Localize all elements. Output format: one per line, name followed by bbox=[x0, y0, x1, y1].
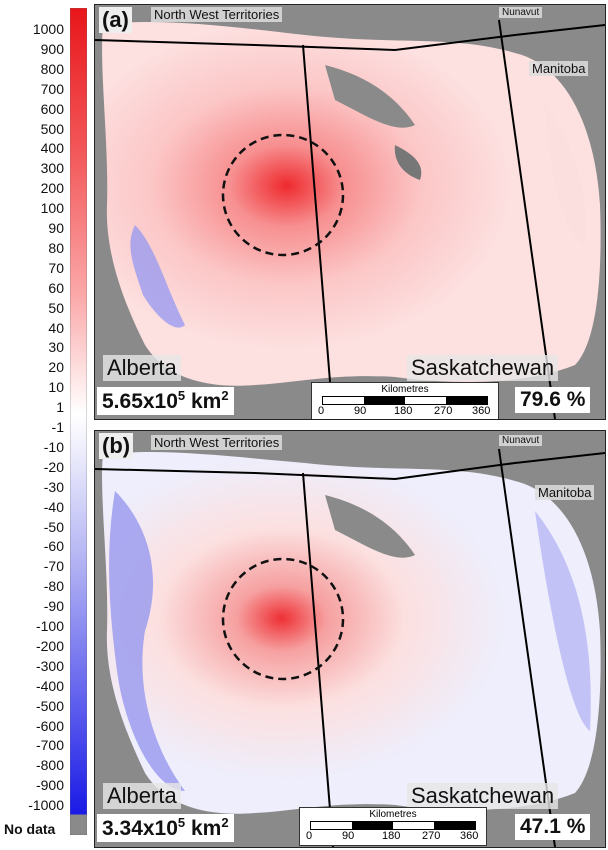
panel-b-letter: (b) bbox=[99, 433, 134, 459]
scale-tick: 0 bbox=[318, 405, 325, 417]
panel-b-manitoba-label: Manitoba bbox=[535, 485, 595, 500]
panel-a-manitoba-label: Manitoba bbox=[529, 61, 589, 76]
legend-tick-label: 400 bbox=[40, 140, 64, 157]
legend-tick-label: -80 bbox=[43, 578, 64, 595]
scale-segments bbox=[310, 821, 476, 830]
legend-tick-label: -600 bbox=[35, 717, 64, 734]
legend-tick-label: -200 bbox=[35, 637, 64, 654]
legend-tick-label: 50 bbox=[48, 299, 64, 316]
legend-tick-label: 1 bbox=[56, 399, 64, 416]
legend-tick-label: 100 bbox=[40, 200, 64, 217]
legend-tick-label: -1000 bbox=[28, 797, 64, 814]
scale-tick: 180 bbox=[382, 830, 401, 842]
legend-tick-label: 30 bbox=[48, 339, 64, 356]
scale-tick: 180 bbox=[394, 405, 413, 417]
legend-tick-label: -100 bbox=[35, 618, 64, 634]
legend-tick-label: 1000 bbox=[32, 21, 64, 37]
panel-a-alberta-label: Alberta bbox=[103, 355, 181, 381]
panel-a-letter: (a) bbox=[99, 7, 132, 33]
legend-tick-label: -90 bbox=[43, 598, 64, 615]
legend-tick-label: 40 bbox=[48, 319, 64, 336]
panel-a-nwt-label: North West Territories bbox=[151, 7, 283, 22]
panel-b-scale-bar: Kilometres 0 90 180 270 360 bbox=[299, 807, 487, 846]
legend-tick-label: -60 bbox=[43, 538, 64, 555]
panel-b-saskatchewan-label: Saskatchewan bbox=[407, 783, 559, 809]
map-b-graphic bbox=[95, 431, 605, 847]
panel-b-area-stat: 3.34x105 km2 bbox=[97, 814, 234, 842]
legend-tick-label: 70 bbox=[48, 259, 64, 276]
area-exponent: 5 bbox=[177, 388, 186, 403]
legend-tick-label: -20 bbox=[43, 458, 64, 475]
area-unit: km bbox=[185, 390, 222, 413]
legend-tick-label: 500 bbox=[40, 120, 64, 137]
panel-b-nunavut-label: Nunavut bbox=[499, 435, 543, 446]
legend-tick-label: -400 bbox=[35, 677, 64, 694]
panel-b-nwt-label: North West Territories bbox=[151, 435, 283, 450]
area-unit: km bbox=[185, 817, 222, 840]
legend-tick-label: -300 bbox=[35, 657, 64, 674]
panel-a-saskatchewan-label: Saskatchewan bbox=[407, 355, 559, 381]
panel-b-percent-stat: 47.1 % bbox=[515, 814, 591, 840]
scale-title: Kilometres bbox=[381, 384, 429, 395]
panel-b-alberta-label: Alberta bbox=[103, 783, 181, 809]
area-unit-exponent: 2 bbox=[221, 388, 229, 403]
legend-tick-label: 300 bbox=[40, 160, 64, 177]
area-value: 3.34x10 bbox=[102, 817, 178, 840]
scale-tick: 270 bbox=[422, 830, 441, 842]
legend-tick-label: -70 bbox=[43, 558, 64, 575]
panel-a-scale-bar: Kilometres 0 90 180 270 360 bbox=[311, 382, 499, 419]
legend-tick-label: -40 bbox=[43, 498, 64, 515]
scale-ticks: 0 90 180 270 360 bbox=[304, 830, 482, 842]
legend-tick-label: -700 bbox=[35, 737, 64, 754]
scale-ticks: 0 90 180 270 360 bbox=[316, 405, 494, 417]
legend-tick-label: -900 bbox=[35, 777, 64, 794]
map-panel-a: (a) North West Territories Nunavut Manit… bbox=[94, 4, 606, 420]
area-value: 5.65x10 bbox=[102, 390, 178, 413]
panel-a-nunavut-label: Nunavut bbox=[499, 7, 543, 18]
legend-tick-label: -10 bbox=[43, 438, 64, 455]
legend-tick-label: 700 bbox=[40, 80, 64, 97]
area-exponent: 5 bbox=[177, 815, 186, 830]
scale-tick: 360 bbox=[472, 405, 491, 417]
legend-tick-label: 10 bbox=[48, 379, 64, 396]
legend-color-bar bbox=[70, 8, 87, 835]
legend-tick-label: -800 bbox=[35, 757, 64, 774]
legend-tick-label: -30 bbox=[43, 478, 64, 495]
scale-tick: 90 bbox=[342, 830, 355, 842]
panel-a-percent-stat: 79.6 % bbox=[515, 387, 591, 413]
scale-title: Kilometres bbox=[369, 809, 417, 820]
legend-no-data-label: No data bbox=[4, 821, 56, 837]
legend-tick-label: 600 bbox=[40, 100, 64, 117]
legend-tick-label: -500 bbox=[35, 697, 64, 714]
legend-tick-label: 20 bbox=[48, 359, 64, 376]
map-a-graphic bbox=[95, 5, 605, 419]
legend-tick-label: 200 bbox=[40, 180, 64, 197]
scale-tick: 90 bbox=[354, 405, 367, 417]
legend-tick-label: 60 bbox=[48, 279, 64, 296]
panel-a-area-stat: 5.65x105 km2 bbox=[97, 387, 234, 415]
area-unit-exponent: 2 bbox=[221, 815, 229, 830]
map-panel-b: (b) North West Territories Nunavut Manit… bbox=[94, 430, 606, 848]
legend-tick-label: 80 bbox=[48, 239, 64, 256]
scale-segments bbox=[322, 396, 488, 405]
legend-tick-label: 90 bbox=[48, 220, 64, 236]
scale-tick: 270 bbox=[434, 405, 453, 417]
legend-tick-label: -50 bbox=[43, 518, 64, 535]
scale-tick: 360 bbox=[460, 830, 479, 842]
legend-tick-label: 900 bbox=[40, 40, 64, 57]
legend-tick-label: 800 bbox=[40, 60, 64, 77]
scale-tick: 0 bbox=[306, 830, 313, 842]
legend-tick-label: -1 bbox=[51, 419, 64, 435]
